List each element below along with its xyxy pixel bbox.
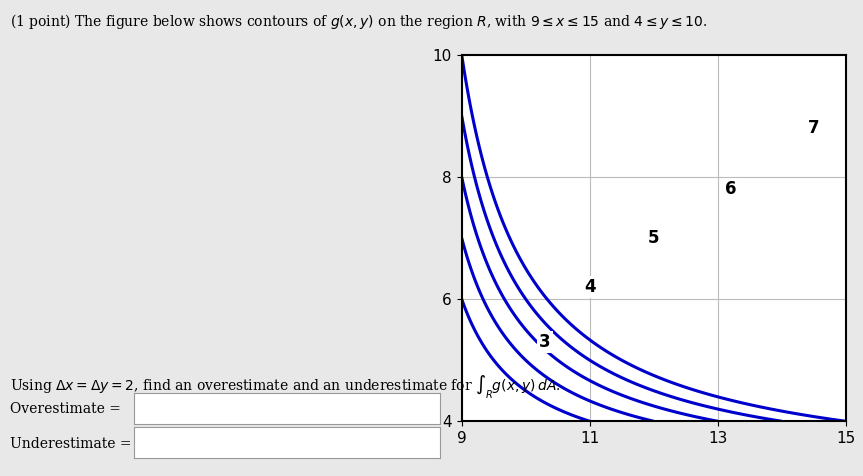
Text: 7: 7 bbox=[808, 119, 820, 137]
Text: Using $\Delta x = \Delta y = 2$, find an overestimate and an underestimate for $: Using $\Delta x = \Delta y = 2$, find an… bbox=[10, 374, 561, 401]
Text: Overestimate =: Overestimate = bbox=[10, 402, 121, 416]
Text: 5: 5 bbox=[648, 229, 659, 247]
Text: Underestimate =: Underestimate = bbox=[10, 437, 132, 451]
Text: (1 point) The figure below shows contours of $g(x, y)$ on the region $R$, with $: (1 point) The figure below shows contour… bbox=[10, 12, 708, 31]
Text: 6: 6 bbox=[725, 180, 736, 198]
Text: 3: 3 bbox=[539, 333, 551, 351]
Text: 4: 4 bbox=[584, 278, 595, 296]
